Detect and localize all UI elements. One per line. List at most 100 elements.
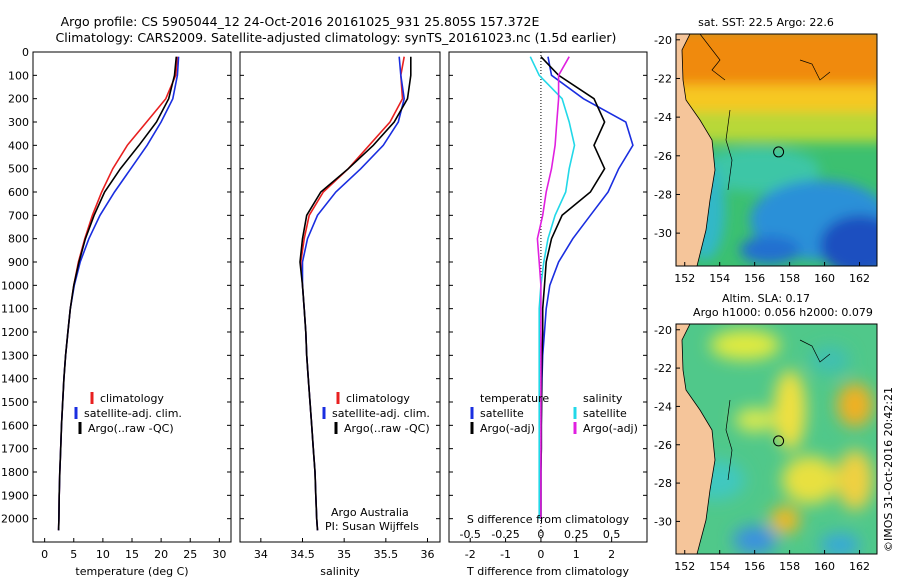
difference-top-axis: -0.5 -0.25 0 0.25 0.5 xyxy=(459,528,620,541)
salinity-series xyxy=(299,56,412,531)
depth-tick-label: 1400 xyxy=(1,373,29,386)
sst-lat-axis: -20 -22 -24 -26 -28 -30 xyxy=(654,34,680,240)
lon-tick-label: 152 xyxy=(674,272,695,285)
depth-tick-label: 800 xyxy=(8,233,29,246)
sla-map-frame xyxy=(675,323,878,555)
difference-legend: temperature satellite Argo(-adj) salinit… xyxy=(470,392,638,435)
depth-tick-label: 1900 xyxy=(1,489,29,502)
x-tick-label: 1 xyxy=(573,548,580,561)
lon-tick-label: 156 xyxy=(744,272,765,285)
lon-tick-label: 156 xyxy=(744,560,765,573)
difference-y-ticks xyxy=(449,51,647,520)
temperature-x-axis: 0 5 10 15 20 25 30 xyxy=(41,538,226,561)
lat-tick-label: -28 xyxy=(654,477,672,490)
sst-map: 152 154 156 158 160 162 -20 -22 -24 -26 -28 -30 xyxy=(654,33,878,285)
top-x-tick-label: -0.5 xyxy=(459,528,480,541)
legend-label-argo: Argo(..raw -QC) xyxy=(344,422,430,435)
depth-tick-label: 1800 xyxy=(1,466,29,479)
x-tick-label: 36 xyxy=(421,548,435,561)
depth-tick-label: 1300 xyxy=(1,349,29,362)
depth-tick-label: 900 xyxy=(8,256,29,269)
depth-tick-label: 1600 xyxy=(1,419,29,432)
lon-tick-label: 162 xyxy=(849,560,870,573)
sst-field xyxy=(676,34,877,266)
difference-x-axis: -2 -1 0 1 2 xyxy=(465,538,615,561)
top-x-tick-label: 0.5 xyxy=(603,528,621,541)
top-x-tick-label: 0 xyxy=(537,528,544,541)
salinity-panel: 34 34.5 35 35.5 36 salinity climatology sate… xyxy=(239,51,441,578)
temperature-legend: climatology satellite-adj. clim. Argo(..… xyxy=(74,392,182,435)
sla-lon-axis: 152 154 156 158 160 162 xyxy=(674,550,870,573)
x-tick-label: 10 xyxy=(96,548,110,561)
sst-map-title: sat. SST: 22.5 Argo: 22.6 xyxy=(698,16,834,29)
lat-tick-label: -24 xyxy=(654,111,672,124)
legend-title-salinity: salinity xyxy=(583,392,623,405)
x-tick-label: 34.5 xyxy=(290,548,315,561)
salinity-xlabel: salinity xyxy=(320,565,360,578)
legend-label-satellite: satellite-adj. clim. xyxy=(84,407,182,420)
temperature-xlabel: temperature (deg C) xyxy=(75,565,188,578)
legend-label-sal-argo: Argo(-adj) xyxy=(583,422,638,435)
legend-label-satellite: satellite-adj. clim. xyxy=(332,407,430,420)
difference-series xyxy=(529,56,634,519)
x-tick-label: 2 xyxy=(608,548,615,561)
x-tick-label: 0 xyxy=(537,548,544,561)
temperature-axes-frame xyxy=(32,51,232,543)
difference-top-xlabel: S difference from climatology xyxy=(467,513,630,526)
depth-tick-label: 2000 xyxy=(1,513,29,526)
depth-tick-label: 500 xyxy=(8,163,29,176)
sla-map: 152 154 156 158 160 162 -20 -22 -24 -26 -28 -30 xyxy=(654,323,878,573)
depth-tick-label: 100 xyxy=(8,69,29,82)
lat-tick-label: -24 xyxy=(654,400,672,413)
temperature-panel: 0100200300400500600700800900100011001200… xyxy=(1,46,232,578)
copyright-label: ©IMOS 31-Oct-2016 20:42:21 xyxy=(882,387,895,552)
legend-label-sal-satellite: satellite xyxy=(583,407,627,420)
lon-tick-label: 162 xyxy=(849,272,870,285)
lat-tick-label: -26 xyxy=(654,150,672,163)
legend-label-climatology: climatology xyxy=(100,392,164,405)
depth-tick-label: 200 xyxy=(8,93,29,106)
depth-tick-label: 1100 xyxy=(1,303,29,316)
lon-tick-label: 154 xyxy=(709,560,730,573)
depth-tick-label: 600 xyxy=(8,186,29,199)
sla-map-title-line2: Argo h1000: 0.056 h2000: 0.079 xyxy=(693,306,873,319)
salinity-x-axis: 34 34.5 35 35.5 36 xyxy=(254,538,435,561)
legend-title-temperature: temperature xyxy=(480,392,549,405)
x-tick-label: -1 xyxy=(500,548,511,561)
depth-tick-label: 1500 xyxy=(1,396,29,409)
lat-tick-label: -22 xyxy=(654,362,672,375)
legend-label-temp-satellite: satellite xyxy=(480,407,524,420)
top-x-tick-label: -0.25 xyxy=(491,528,519,541)
temperature-series xyxy=(57,56,180,531)
pi-note: PI: Susan Wijffels xyxy=(325,520,419,533)
figure-title-line1: Argo profile: CS 5905044_12 24-Oct-2016 … xyxy=(61,14,540,29)
difference-panel: -2 -1 0 1 2 -0.5 -0.25 0 0.25 0.5 T difference f… xyxy=(448,51,648,578)
lon-tick-label: 160 xyxy=(814,560,835,573)
legend-label-argo: Argo(..raw -QC) xyxy=(88,422,174,435)
x-tick-label: 35.5 xyxy=(374,548,399,561)
series-line-salinity-argo-adj- xyxy=(536,56,570,519)
series-line-argo-raw-qc- xyxy=(57,56,178,531)
lon-tick-label: 158 xyxy=(779,272,800,285)
depth-tick-label: 0 xyxy=(22,46,29,59)
x-tick-label: 35 xyxy=(337,548,351,561)
top-x-tick-label: 0.25 xyxy=(564,528,589,541)
argo-float-marker xyxy=(773,146,785,158)
depth-tick-label: 700 xyxy=(8,209,29,222)
lat-tick-label: -20 xyxy=(654,324,672,337)
lon-tick-label: 154 xyxy=(709,272,730,285)
argo-australia-note: Argo Australia xyxy=(331,506,409,519)
x-tick-label: 5 xyxy=(70,548,77,561)
sla-map-title-line1: Altim. SLA: 0.17 xyxy=(722,292,810,305)
x-tick-label: -2 xyxy=(465,548,476,561)
lat-tick-label: -20 xyxy=(654,34,672,47)
depth-tick-label: 1200 xyxy=(1,326,29,339)
depth-tick-label: 1000 xyxy=(1,279,29,292)
x-tick-label: 30 xyxy=(212,548,226,561)
argo-float-marker xyxy=(773,435,785,447)
depth-tick-label: 1700 xyxy=(1,443,29,456)
salinity-legend: climatology satellite-adj. clim. Argo(..… xyxy=(322,392,430,435)
sla-lat-axis: -20 -22 -24 -26 -28 -30 xyxy=(654,324,680,528)
lat-tick-label: -30 xyxy=(654,515,672,528)
x-tick-label: 15 xyxy=(125,548,139,561)
